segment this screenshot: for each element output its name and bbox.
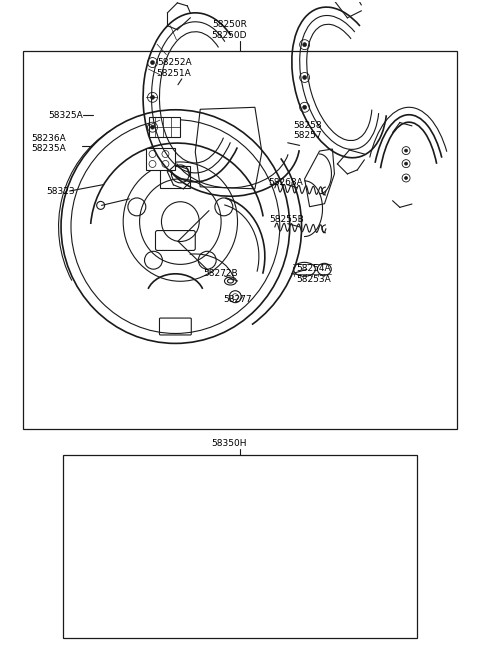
Text: 58236A
58235A: 58236A 58235A bbox=[32, 134, 66, 153]
Text: 58254A
58253A: 58254A 58253A bbox=[296, 264, 331, 283]
Text: 58350H: 58350H bbox=[212, 439, 247, 448]
Circle shape bbox=[302, 43, 307, 47]
Text: 58277: 58277 bbox=[223, 295, 252, 304]
Bar bbox=[23, 51, 457, 429]
Text: 58258
58257: 58258 58257 bbox=[293, 121, 322, 140]
Circle shape bbox=[405, 149, 408, 152]
Circle shape bbox=[151, 95, 155, 99]
Bar bbox=[63, 455, 417, 638]
Text: 58272B: 58272B bbox=[203, 270, 238, 278]
Text: 58325A: 58325A bbox=[48, 111, 83, 120]
Ellipse shape bbox=[61, 110, 290, 343]
Text: 58255B: 58255B bbox=[270, 215, 304, 224]
Text: 58250R
58250D: 58250R 58250D bbox=[212, 20, 247, 40]
Circle shape bbox=[302, 75, 307, 79]
Circle shape bbox=[405, 176, 408, 180]
Text: 58252A
58251A: 58252A 58251A bbox=[157, 58, 192, 77]
Circle shape bbox=[302, 106, 307, 110]
Circle shape bbox=[151, 125, 155, 129]
Text: 58323: 58323 bbox=[47, 186, 75, 195]
Circle shape bbox=[405, 162, 408, 165]
Text: 58268A: 58268A bbox=[269, 178, 303, 187]
Circle shape bbox=[151, 60, 155, 64]
FancyBboxPatch shape bbox=[148, 117, 180, 137]
FancyBboxPatch shape bbox=[145, 148, 175, 170]
